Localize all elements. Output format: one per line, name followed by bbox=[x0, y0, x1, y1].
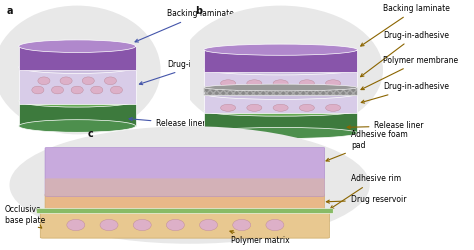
FancyBboxPatch shape bbox=[204, 94, 357, 114]
Ellipse shape bbox=[233, 220, 251, 230]
FancyBboxPatch shape bbox=[204, 110, 357, 133]
Ellipse shape bbox=[166, 220, 184, 230]
Ellipse shape bbox=[266, 220, 284, 230]
Ellipse shape bbox=[110, 86, 122, 94]
Text: Adhesive foam
pad: Adhesive foam pad bbox=[326, 130, 408, 161]
FancyBboxPatch shape bbox=[36, 208, 333, 214]
Ellipse shape bbox=[19, 40, 136, 52]
Ellipse shape bbox=[67, 220, 85, 230]
Ellipse shape bbox=[32, 86, 44, 94]
Text: Release liner: Release liner bbox=[129, 118, 206, 128]
Ellipse shape bbox=[52, 86, 64, 94]
Bar bbox=[204, 88, 357, 95]
Ellipse shape bbox=[326, 104, 341, 111]
Ellipse shape bbox=[204, 88, 357, 100]
Ellipse shape bbox=[19, 61, 136, 74]
Text: Polymer matrix: Polymer matrix bbox=[230, 230, 290, 245]
Ellipse shape bbox=[220, 104, 236, 111]
Ellipse shape bbox=[133, 220, 151, 230]
Text: Occlusive
base plate: Occlusive base plate bbox=[5, 205, 45, 228]
Ellipse shape bbox=[326, 80, 341, 87]
FancyBboxPatch shape bbox=[19, 67, 136, 104]
Ellipse shape bbox=[104, 77, 117, 85]
FancyBboxPatch shape bbox=[204, 69, 357, 89]
Ellipse shape bbox=[299, 104, 314, 111]
Ellipse shape bbox=[204, 105, 357, 116]
Ellipse shape bbox=[204, 128, 357, 138]
Text: Adhesive rim: Adhesive rim bbox=[330, 174, 401, 209]
Ellipse shape bbox=[273, 104, 288, 111]
FancyBboxPatch shape bbox=[45, 178, 325, 196]
FancyBboxPatch shape bbox=[19, 46, 136, 70]
Ellipse shape bbox=[204, 84, 357, 91]
Ellipse shape bbox=[91, 86, 103, 94]
Ellipse shape bbox=[19, 94, 136, 107]
FancyBboxPatch shape bbox=[45, 194, 325, 210]
Ellipse shape bbox=[60, 77, 72, 85]
FancyBboxPatch shape bbox=[40, 212, 329, 238]
Text: Drug-in-adhesive: Drug-in-adhesive bbox=[361, 82, 449, 103]
Ellipse shape bbox=[178, 6, 383, 134]
Ellipse shape bbox=[82, 77, 94, 85]
Ellipse shape bbox=[247, 104, 262, 111]
Ellipse shape bbox=[19, 120, 136, 132]
Ellipse shape bbox=[38, 77, 50, 85]
FancyBboxPatch shape bbox=[45, 148, 325, 196]
Text: Drug reservoir: Drug reservoir bbox=[326, 196, 406, 204]
Ellipse shape bbox=[9, 126, 370, 244]
FancyBboxPatch shape bbox=[204, 50, 357, 72]
Text: c: c bbox=[88, 129, 93, 139]
Ellipse shape bbox=[0, 6, 161, 134]
Text: Release liner: Release liner bbox=[347, 122, 424, 130]
Text: Backing laminate: Backing laminate bbox=[361, 4, 450, 46]
Ellipse shape bbox=[273, 80, 288, 87]
Ellipse shape bbox=[204, 44, 357, 55]
Ellipse shape bbox=[100, 220, 118, 230]
FancyBboxPatch shape bbox=[19, 101, 136, 126]
Text: Polymer membrane: Polymer membrane bbox=[361, 56, 458, 90]
Ellipse shape bbox=[247, 80, 262, 87]
Text: Drug-in-adhesive: Drug-in-adhesive bbox=[361, 30, 449, 77]
Ellipse shape bbox=[71, 86, 83, 94]
Ellipse shape bbox=[204, 64, 357, 75]
Ellipse shape bbox=[299, 80, 314, 87]
Text: b: b bbox=[195, 6, 202, 16]
Text: a: a bbox=[6, 6, 13, 16]
Bar bbox=[204, 88, 357, 95]
Text: Drug-in-adhesive: Drug-in-adhesive bbox=[139, 60, 233, 85]
Ellipse shape bbox=[220, 80, 236, 87]
Ellipse shape bbox=[200, 220, 218, 230]
Text: Backing laminate: Backing laminate bbox=[135, 10, 234, 42]
